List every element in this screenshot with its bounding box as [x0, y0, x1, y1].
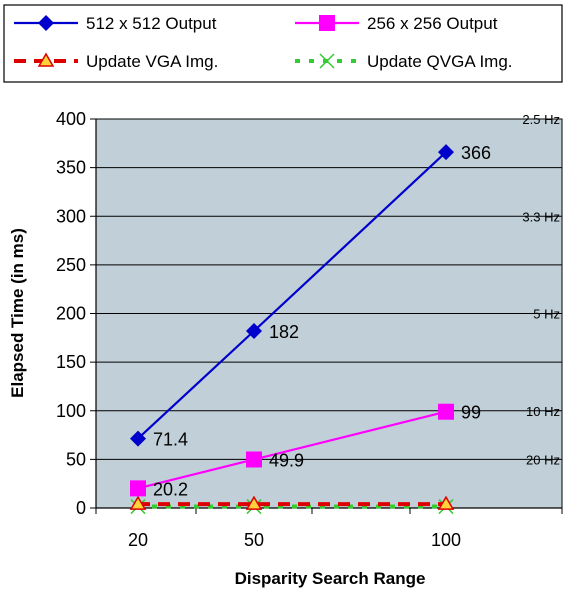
data-point [130, 480, 146, 497]
data-point [437, 495, 455, 510]
data-label: 99 [461, 403, 481, 423]
y-tick-label: 50 [66, 449, 86, 469]
y-tick-labels: 0 50 100 150 200 250 300 350 400 [56, 109, 86, 518]
data-point [129, 495, 147, 510]
y-tick-label: 200 [56, 304, 86, 324]
hz-annotation: 5 Hz [533, 307, 560, 322]
legend-label: Update VGA Img. [86, 52, 218, 71]
x-tick-label: 20 [128, 530, 148, 550]
y-axis-title: Elapsed Time (in ms) [8, 228, 27, 398]
legend-box [3, 4, 563, 83]
legend-item: Update QVGA Img. [295, 52, 513, 71]
legend-label: Update QVGA Img. [367, 52, 513, 71]
data-labels: 71.4 182 366 20.2 49.9 99 [153, 143, 491, 499]
x-tick-labels: 20 50 100 [95, 508, 563, 550]
x-tick-label: 100 [431, 530, 461, 550]
data-point [130, 430, 146, 447]
legend-item: Update VGA Img. [14, 52, 218, 71]
data-label: 20.2 [153, 479, 188, 499]
series-1 [130, 144, 454, 447]
grid-lines [90, 118, 562, 509]
data-point [246, 451, 262, 468]
y-tick-label: 150 [56, 352, 86, 372]
legend-swatch-marker [37, 52, 55, 67]
legend-item: 512 x 512 Output [14, 14, 217, 33]
legend-swatch-marker [319, 53, 335, 69]
legend-label: 256 x 256 Output [367, 14, 498, 33]
frequency-annotations: 2.5 Hz 3.3 Hz 5 Hz 10 Hz 20 Hz [522, 112, 560, 467]
legend-swatch-marker [38, 15, 54, 31]
axes [95, 119, 562, 509]
legend-item: 256 x 256 Output [295, 14, 498, 33]
data-point [245, 495, 263, 510]
data-label: 71.4 [153, 430, 188, 450]
data-point [438, 403, 454, 420]
data-point [438, 144, 454, 161]
hz-annotation: 3.3 Hz [522, 209, 560, 224]
series-2 [130, 403, 454, 497]
hz-annotation: 2.5 Hz [522, 112, 560, 127]
series-3 [129, 495, 455, 510]
hz-annotation: 10 Hz [526, 404, 560, 419]
y-tick-label: 350 [56, 158, 86, 178]
y-tick-label: 250 [56, 255, 86, 275]
x-tick-label: 50 [244, 530, 264, 550]
legend: 512 x 512 Output 256 x 256 Output Update V… [3, 4, 563, 83]
y-tick-label: 300 [56, 206, 86, 226]
y-tick-label: 400 [56, 109, 86, 129]
legend-label: 512 x 512 Output [86, 14, 217, 33]
x-axis-title: Disparity Search Range [235, 569, 426, 588]
data-label: 182 [269, 322, 299, 342]
data-point [246, 323, 262, 340]
hz-annotation: 20 Hz [526, 452, 560, 467]
legend-swatch-marker [319, 15, 335, 31]
y-tick-label: 0 [76, 498, 86, 518]
data-label: 49.9 [269, 450, 304, 470]
y-tick-label: 100 [56, 401, 86, 421]
series-group [129, 144, 455, 515]
data-label: 366 [461, 143, 491, 163]
